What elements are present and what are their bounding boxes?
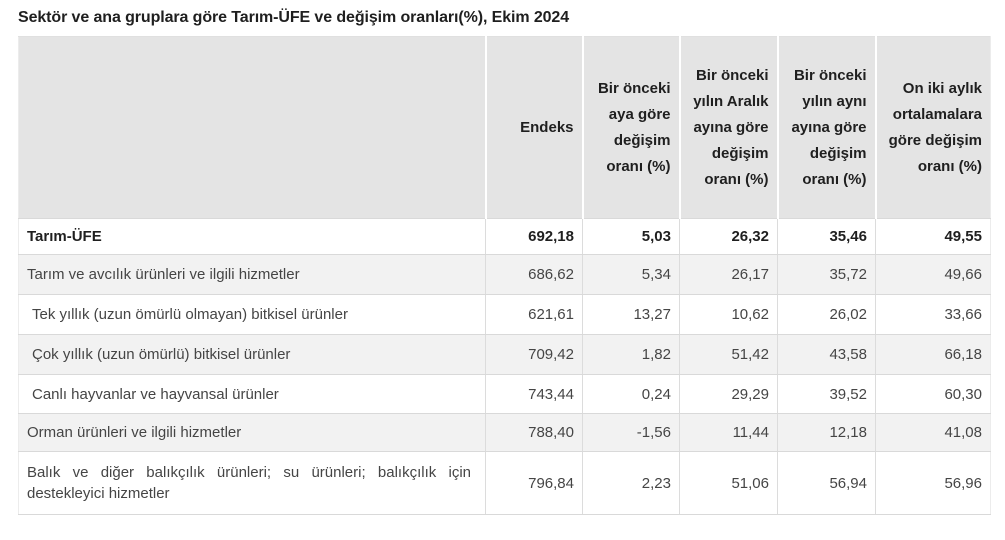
cell-endeks: 621,61 xyxy=(485,294,583,335)
table-body: Tarım-ÜFE 692,18 5,03 26,32 35,46 49,55 … xyxy=(18,218,991,515)
cell-12mo-avg-change: 49,55 xyxy=(875,218,991,255)
cell-ytd-change: 51,42 xyxy=(679,334,778,375)
cell-endeks: 709,42 xyxy=(485,334,583,375)
row-label: Tarım ve avcılık ürünleri ve ilgili hizm… xyxy=(18,254,486,295)
cell-monthly-change: 5,34 xyxy=(582,254,680,295)
cell-monthly-change: -1,56 xyxy=(582,413,680,452)
cell-12mo-avg-change: 56,96 xyxy=(875,451,991,515)
column-header-monthly-change: Bir önceki aya göre değişim oranı (%) xyxy=(581,36,680,219)
cell-endeks: 692,18 xyxy=(485,218,583,255)
table-row-canli-hayvanlar: Canlı hayvanlar ve hayvansal ürünler 743… xyxy=(18,374,991,414)
cell-endeks: 743,44 xyxy=(485,374,583,414)
table-row-tarim-avcilik: Tarım ve avcılık ürünleri ve ilgili hizm… xyxy=(18,254,991,295)
row-label: Orman ürünleri ve ilgili hizmetler xyxy=(18,413,486,452)
column-header-yoy-change: Bir önceki yılın aynı ayına göre değişim… xyxy=(776,36,876,219)
cell-yoy-change: 39,52 xyxy=(777,374,876,414)
column-header-labels xyxy=(18,36,486,219)
cell-ytd-change: 51,06 xyxy=(679,451,778,515)
table-row-orman: Orman ürünleri ve ilgili hizmetler 788,4… xyxy=(18,413,991,452)
column-header-12mo-avg-change: On iki aylık ortalamalara göre değişim o… xyxy=(874,36,991,219)
row-label: Çok yıllık (uzun ömürlü) bitkisel ürünle… xyxy=(18,334,486,375)
cell-ytd-change: 11,44 xyxy=(679,413,778,452)
row-label: Balık ve diğer balıkçılık ürünleri; su ü… xyxy=(18,451,486,515)
cell-endeks: 686,62 xyxy=(485,254,583,295)
cell-12mo-avg-change: 33,66 xyxy=(875,294,991,335)
cell-monthly-change: 1,82 xyxy=(582,334,680,375)
table-row-balik: Balık ve diğer balıkçılık ürünleri; su ü… xyxy=(18,451,991,515)
cell-12mo-avg-change: 66,18 xyxy=(875,334,991,375)
cell-ytd-change: 10,62 xyxy=(679,294,778,335)
page: Sektör ve ana gruplara göre Tarım-ÜFE ve… xyxy=(18,9,991,515)
table-row-tek-yillik: Tek yıllık (uzun ömürlü olmayan) bitkise… xyxy=(18,294,991,335)
page-title: Sektör ve ana gruplara göre Tarım-ÜFE ve… xyxy=(18,9,570,26)
cell-yoy-change: 12,18 xyxy=(777,413,876,452)
cell-ytd-change: 26,17 xyxy=(679,254,778,295)
table-row-tarim-ufe: Tarım-ÜFE 692,18 5,03 26,32 35,46 49,55 xyxy=(18,218,991,255)
row-label: Tarım-ÜFE xyxy=(18,218,486,255)
cell-monthly-change: 2,23 xyxy=(582,451,680,515)
cell-monthly-change: 5,03 xyxy=(582,218,680,255)
header-row: Endeks Bir önceki aya göre değişim oranı… xyxy=(18,36,991,219)
row-label: Tek yıllık (uzun ömürlü olmayan) bitkise… xyxy=(18,294,486,335)
cell-ytd-change: 29,29 xyxy=(679,374,778,414)
table-header: Endeks Bir önceki aya göre değişim oranı… xyxy=(18,36,991,219)
cell-endeks: 796,84 xyxy=(485,451,583,515)
cell-yoy-change: 43,58 xyxy=(777,334,876,375)
table-row-cok-yillik: Çok yıllık (uzun ömürlü) bitkisel ürünle… xyxy=(18,334,991,375)
cell-yoy-change: 35,72 xyxy=(777,254,876,295)
agri-ppi-table: Endeks Bir önceki aya göre değişim oranı… xyxy=(18,36,991,515)
row-label: Canlı hayvanlar ve hayvansal ürünler xyxy=(18,374,486,414)
cell-12mo-avg-change: 60,30 xyxy=(875,374,991,414)
cell-yoy-change: 35,46 xyxy=(777,218,876,255)
cell-endeks: 788,40 xyxy=(485,413,583,452)
cell-monthly-change: 0,24 xyxy=(582,374,680,414)
cell-yoy-change: 26,02 xyxy=(777,294,876,335)
cell-12mo-avg-change: 41,08 xyxy=(875,413,991,452)
column-header-ytd-change: Bir önceki yılın Aralık ayına göre değiş… xyxy=(678,36,778,219)
cell-monthly-change: 13,27 xyxy=(582,294,680,335)
cell-ytd-change: 26,32 xyxy=(679,218,778,255)
cell-12mo-avg-change: 49,66 xyxy=(875,254,991,295)
cell-yoy-change: 56,94 xyxy=(777,451,876,515)
column-header-endeks: Endeks xyxy=(484,36,583,219)
